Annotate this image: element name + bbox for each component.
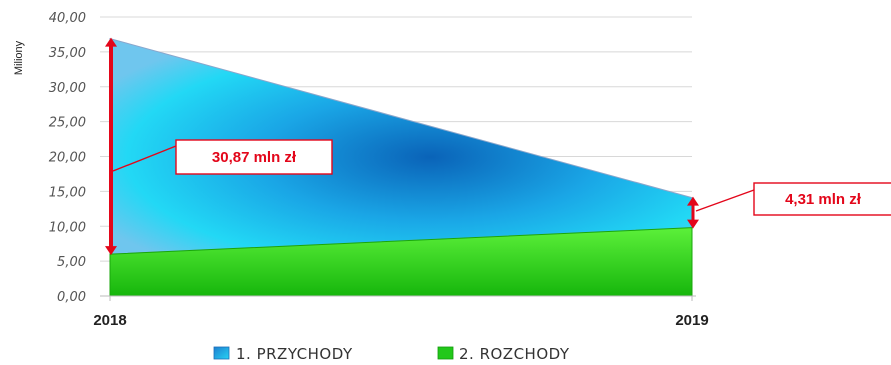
y-tick-label: 10,00 (49, 220, 86, 235)
y-axis-ticks: 0,00 5,00 10,00 15,00 20,00 25,00 30,00 35,00 40… (49, 11, 86, 305)
callout-label-2018: 30,87 mln zł (212, 149, 297, 166)
difference-arrow-2019 (687, 196, 699, 229)
y-tick-label: 0,00 (57, 290, 86, 305)
legend-label-przychody: 1. PRZYCHODY (236, 345, 353, 363)
callout-box-2018 (175, 139, 333, 175)
y-tick-label: 20,00 (49, 151, 86, 166)
callout-box-2019 (753, 182, 891, 216)
y-tick-label: 30,00 (49, 81, 86, 96)
callout-2019: 4,31 mln zł (695, 182, 891, 216)
y-tick-label: 15,00 (49, 185, 86, 200)
legend: 1. PRZYCHODY 2. ROZCHODY (213, 345, 570, 363)
legend-swatch-przychody (213, 346, 230, 360)
y-tick-label: 25,00 (49, 116, 86, 131)
arrow-head-down (687, 219, 699, 229)
callout-2018: 30,87 mln zł (112, 139, 333, 175)
callout-leader-2019 (695, 189, 755, 212)
legend-label-rozchody: 2. ROZCHODY (459, 345, 570, 363)
callout-leader-2018 (112, 145, 177, 172)
arrow-head-down (105, 246, 117, 256)
y-tick-label: 35,00 (49, 46, 86, 61)
callout-label-2019: 4,31 mln zł (785, 191, 862, 208)
x-axis-ticks: 2018 2019 (93, 296, 709, 329)
arrow-head-up (105, 37, 117, 47)
x-tick-label: 2019 (675, 312, 708, 329)
x-tick-label: 2018 (93, 312, 126, 329)
y-tick-label: 40,00 (49, 11, 86, 26)
legend-swatch-rozchody (437, 346, 454, 360)
difference-arrow-2018 (105, 37, 117, 256)
y-tick-label: 5,00 (57, 255, 86, 270)
arrow-head-up (687, 196, 699, 206)
y-axis-label: Miliony (13, 40, 25, 75)
